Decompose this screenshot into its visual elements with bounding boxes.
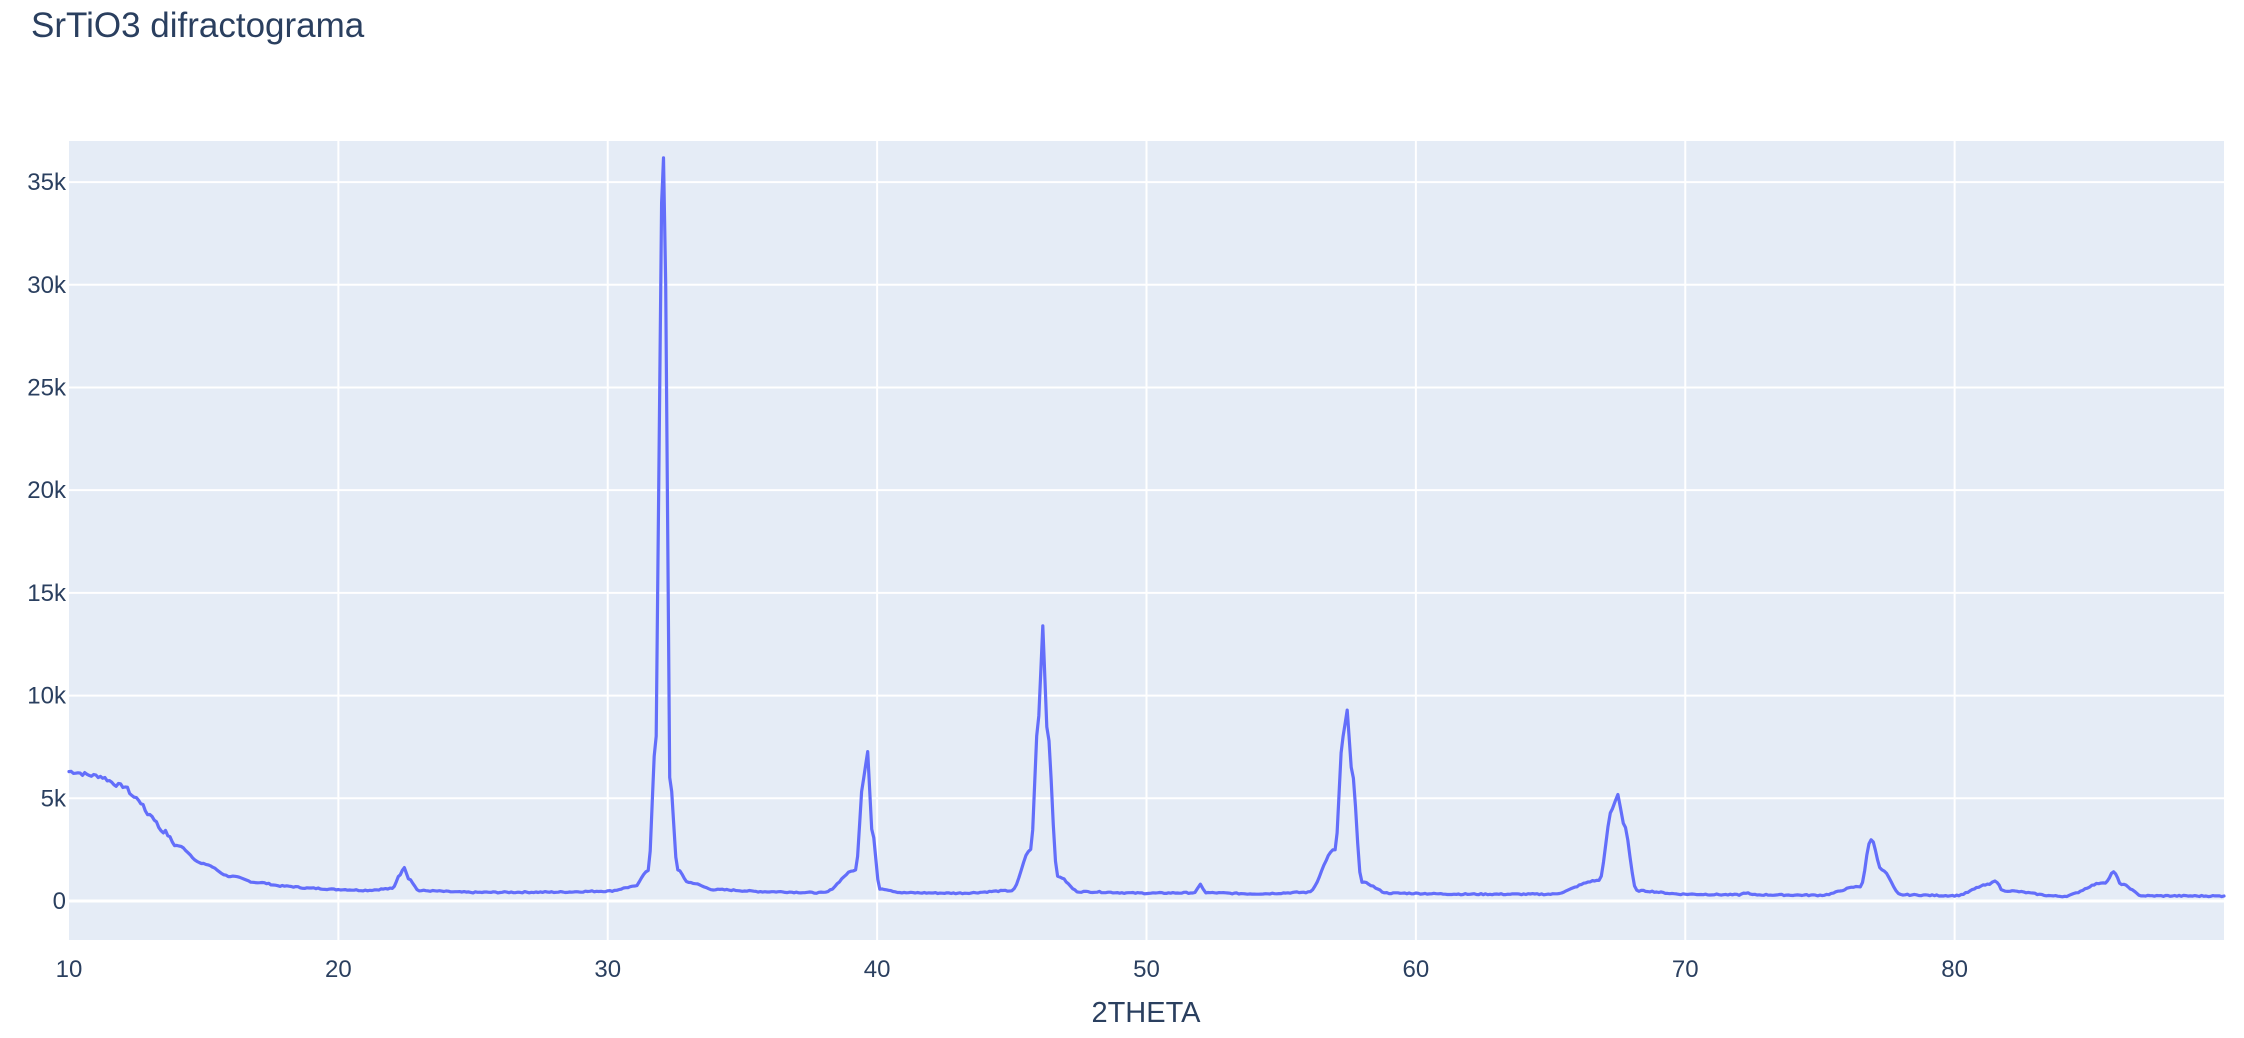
x-tick-label: 40 <box>864 956 891 983</box>
y-tick-label: 5k <box>41 785 67 812</box>
x-tick-label: 30 <box>594 956 621 983</box>
x-tick-label: 20 <box>325 956 352 983</box>
y-tick-labels: 0 5k 10k 15k 20k 25k 30k 35k <box>27 169 67 915</box>
y-tick-label: 0 <box>53 888 66 915</box>
x-tick-labels: 10 20 30 40 50 60 70 80 <box>56 956 1968 983</box>
x-tick-label: 70 <box>1672 956 1699 983</box>
x-tick-label: 60 <box>1403 956 1430 983</box>
y-tick-label: 15k <box>27 580 67 607</box>
x-tick-label: 50 <box>1133 956 1160 983</box>
y-tick-label: 25k <box>27 374 67 401</box>
x-tick-label: 80 <box>1941 956 1968 983</box>
x-tick-label: 10 <box>56 956 83 983</box>
y-tick-label: 35k <box>27 169 67 196</box>
chart-title: SrTiO3 difractograma <box>31 6 365 45</box>
series-line <box>67 156 2226 899</box>
x-axis-title: 2THETA <box>1091 997 1201 1029</box>
y-tick-label: 30k <box>27 272 67 299</box>
y-tick-label: 10k <box>27 683 67 710</box>
y-tick-label: 20k <box>27 477 67 504</box>
grid-lines <box>69 141 2224 940</box>
